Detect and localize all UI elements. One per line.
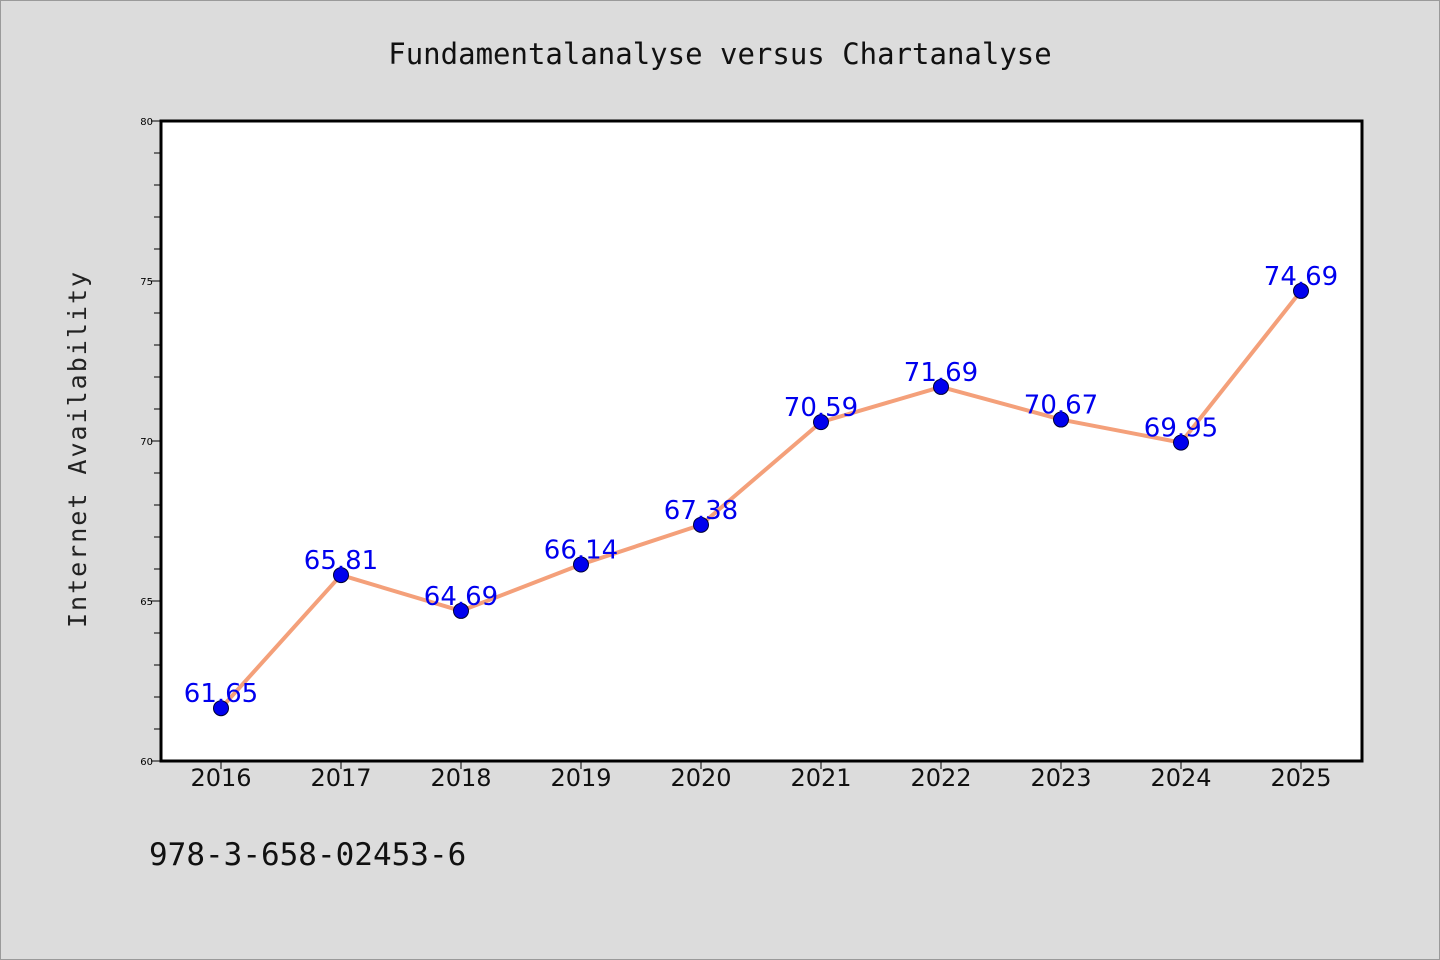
- data-label: 66.14: [544, 536, 618, 566]
- data-point-marker: [573, 556, 589, 573]
- chart-title: Fundamentalanalyse versus Chartanalyse: [388, 37, 1051, 71]
- data-point-marker: [933, 378, 949, 395]
- data-label: 69.95: [1144, 414, 1218, 444]
- isbn-text: 978-3-658-02453-6: [149, 837, 466, 873]
- data-point-marker: [813, 414, 829, 431]
- y-axis-tick-labels: 60 65 70 75 80: [140, 117, 153, 768]
- data-point-marker: [1053, 411, 1069, 428]
- x-tick-label: 2020: [670, 764, 731, 792]
- data-label: 70.67: [1024, 391, 1098, 421]
- x-tick-label: 2025: [1270, 764, 1331, 792]
- data-point-marker: [453, 602, 469, 619]
- data-label: 74.69: [1264, 262, 1338, 292]
- y-tick-label: 60: [140, 757, 153, 768]
- x-tick-label: 2018: [430, 764, 491, 792]
- y-axis: [151, 120, 161, 762]
- series-line: [219, 288, 1303, 711]
- data-label: 71.69: [904, 358, 978, 388]
- data-point-marker: [693, 516, 709, 533]
- data-point-marker: [213, 700, 229, 717]
- y-tick-label: 70: [140, 437, 153, 448]
- y-axis-label: Internet Availability: [63, 270, 92, 628]
- data-label: 65.81: [304, 546, 378, 576]
- x-tick-label: 2024: [1150, 764, 1211, 792]
- series-markers: [213, 282, 1309, 717]
- data-point-marker: [333, 567, 349, 584]
- y-tick-label: 75: [140, 277, 153, 288]
- y-tick-label: 65: [140, 597, 153, 608]
- data-point-marker: [1173, 434, 1189, 451]
- x-axis-tick-labels: 2016 2017 2018 2019 2020 2021 2022 2023 2024 2025: [190, 764, 1331, 792]
- x-tick-label: 2019: [550, 764, 611, 792]
- x-axis: [220, 761, 1302, 769]
- data-point-marker: [1293, 282, 1309, 299]
- series-data-labels: 61.65 65.81 64.69 66.14 67.38 70.59 71.69 70.67…: [184, 262, 1338, 709]
- data-label: 64.69: [424, 582, 498, 612]
- plot-area: [159, 119, 1364, 763]
- x-tick-label: 2016: [190, 764, 251, 792]
- x-tick-label: 2023: [1030, 764, 1091, 792]
- data-label: 61.65: [184, 679, 258, 709]
- data-label: 67.38: [664, 496, 738, 526]
- x-tick-label: 2021: [790, 764, 851, 792]
- x-tick-label: 2022: [910, 764, 971, 792]
- x-tick-label: 2017: [310, 764, 371, 792]
- y-tick-label: 80: [140, 117, 153, 128]
- data-label: 70.59: [784, 393, 858, 423]
